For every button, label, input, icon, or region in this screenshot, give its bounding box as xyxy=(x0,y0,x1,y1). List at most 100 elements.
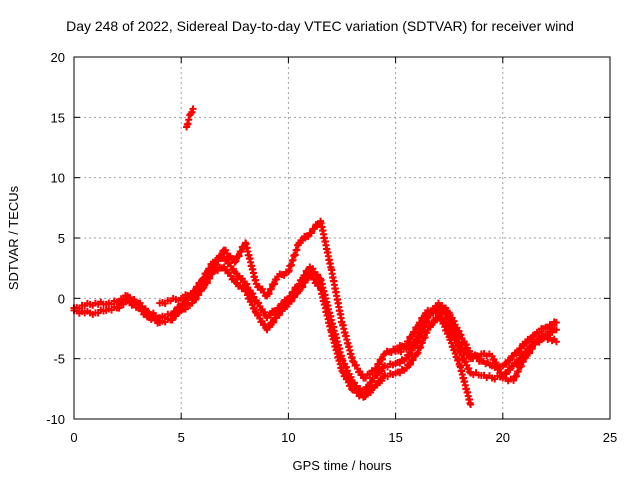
data-point xyxy=(250,293,258,301)
data-point xyxy=(406,360,414,368)
x-tick-label: 20 xyxy=(496,430,510,445)
data-point xyxy=(267,311,275,319)
data-point xyxy=(380,351,388,359)
y-tick-label: 20 xyxy=(51,50,65,65)
x-tick-label: 10 xyxy=(281,430,295,445)
data-point xyxy=(378,355,386,363)
data-point xyxy=(552,326,560,334)
series-track-b xyxy=(70,263,560,401)
data-point xyxy=(218,251,226,259)
data-point xyxy=(373,381,381,389)
series-track-e xyxy=(183,105,197,131)
data-point xyxy=(430,318,438,326)
data-point xyxy=(522,354,530,362)
data-point xyxy=(347,381,355,389)
data-point xyxy=(235,252,243,260)
data-point xyxy=(426,323,434,331)
y-tick-label: -10 xyxy=(46,412,65,427)
data-point xyxy=(343,375,351,383)
data-point xyxy=(191,287,199,295)
y-axis-label: SDTVAR / TECUs xyxy=(6,185,21,290)
data-point xyxy=(375,360,383,368)
data-point xyxy=(195,291,203,299)
data-point xyxy=(535,338,543,346)
data-point xyxy=(291,293,299,301)
data-point xyxy=(267,285,275,293)
data-point xyxy=(249,290,257,298)
data-point xyxy=(502,360,510,368)
data-point xyxy=(115,304,123,312)
data-point xyxy=(373,365,381,373)
data-point xyxy=(295,287,303,295)
data-points xyxy=(70,105,560,409)
data-point xyxy=(467,401,475,409)
data-point xyxy=(231,258,239,266)
x-tick-label: 5 xyxy=(178,430,185,445)
data-point xyxy=(514,349,522,357)
data-point xyxy=(265,290,273,298)
data-point xyxy=(378,367,386,375)
data-point xyxy=(168,316,176,324)
data-point xyxy=(214,256,222,264)
data-point xyxy=(408,332,416,340)
data-point xyxy=(362,374,370,382)
data-point xyxy=(299,236,307,244)
data-point xyxy=(261,320,269,328)
series-track-d xyxy=(392,302,560,385)
axis-ticks: 0 5 10 15 20 25 -10 -5 0 5 10 15 20 xyxy=(46,50,617,445)
data-point xyxy=(367,388,375,396)
data-point xyxy=(212,261,220,269)
data-point xyxy=(255,299,263,307)
x-axis-label: GPS time / hours xyxy=(293,458,392,473)
data-point xyxy=(506,366,514,374)
data-point xyxy=(517,344,525,352)
data-point xyxy=(409,356,417,364)
data-point xyxy=(275,311,283,319)
x-tick-label: 0 xyxy=(70,430,77,445)
y-tick-label: -5 xyxy=(53,352,65,367)
data-point xyxy=(181,305,189,313)
data-point xyxy=(352,361,360,369)
data-point xyxy=(270,280,278,288)
data-point xyxy=(243,280,251,288)
x-tick-label: 25 xyxy=(603,430,617,445)
y-tick-label: 5 xyxy=(58,231,65,246)
data-point xyxy=(506,356,514,364)
data-point xyxy=(361,392,369,400)
data-point xyxy=(255,311,263,319)
data-point xyxy=(200,277,208,285)
data-point xyxy=(237,247,245,255)
y-tick-label: 10 xyxy=(51,171,65,186)
data-point xyxy=(552,338,560,346)
y-tick-label: 0 xyxy=(58,291,65,306)
data-point xyxy=(299,283,307,291)
data-point xyxy=(189,105,197,113)
data-point xyxy=(172,312,180,320)
data-point xyxy=(522,339,530,347)
data-point xyxy=(232,257,240,265)
data-point xyxy=(526,349,534,357)
data-point xyxy=(307,229,315,237)
data-point xyxy=(266,323,274,331)
x-tick-label: 15 xyxy=(388,430,402,445)
data-point xyxy=(349,357,357,365)
data-point xyxy=(119,300,127,308)
data-point xyxy=(207,268,215,276)
data-point xyxy=(528,345,536,353)
data-point xyxy=(408,342,416,350)
data-point xyxy=(373,371,381,379)
data-point xyxy=(367,378,375,386)
data-point xyxy=(411,328,419,336)
data-point xyxy=(192,295,200,303)
data-point xyxy=(301,279,309,287)
data-point xyxy=(261,308,269,316)
chart-title: Day 248 of 2022, Sidereal Day-to-day VTE… xyxy=(66,18,574,34)
data-point xyxy=(366,370,374,378)
data-point xyxy=(402,355,410,363)
data-point xyxy=(196,282,204,290)
data-point xyxy=(287,297,295,305)
data-point xyxy=(310,225,318,233)
data-point xyxy=(270,318,278,326)
